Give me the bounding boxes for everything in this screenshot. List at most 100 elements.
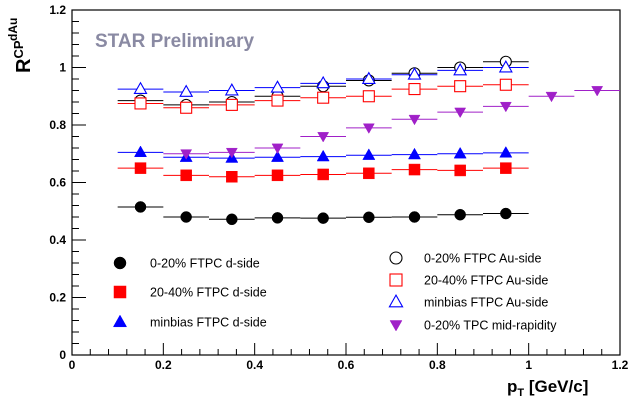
legend-marker: [113, 285, 127, 299]
data-point: [408, 147, 421, 160]
data-point: [407, 67, 422, 80]
legend-marker: [388, 293, 404, 308]
x-axis-title-sub: T: [517, 387, 524, 398]
series-4: [117, 78, 529, 114]
legend-label: 20-40% FTPC Au-side: [424, 274, 548, 288]
data-point: [225, 98, 238, 111]
data-point: [499, 146, 513, 158]
legend-entry: minbias FTPC Au-side: [388, 293, 548, 310]
data-point: [499, 101, 512, 113]
data-point: [271, 143, 284, 155]
data-point: [225, 147, 238, 159]
x-axis-title-main: p: [507, 377, 517, 396]
x-axis-title-rest: [GeV/c]: [524, 377, 588, 396]
series-5: [117, 60, 529, 97]
y-axis-title: RCP: [11, 40, 35, 73]
watermark-text: STAR Preliminary: [95, 31, 255, 52]
x-axis-title: pT [GeV/c]: [507, 377, 588, 398]
data-point: [226, 213, 238, 226]
y-axis-title-sub: CP: [11, 40, 26, 58]
y-tick-label: 0: [59, 348, 66, 362]
series-1: [117, 162, 529, 183]
y-tick-label: 1.2: [49, 3, 66, 17]
y-axis-title-main: R: [13, 58, 35, 73]
data-point: [454, 164, 466, 177]
data-point: [453, 146, 467, 159]
data-point: [271, 150, 284, 162]
legend-label: 0-20% FTPC d-side: [150, 257, 260, 271]
legend-label: 0-20% FTPC Au-side: [424, 252, 541, 266]
data-point: [317, 132, 330, 143]
legend-label: 20-40% FTPC d-side: [150, 286, 267, 300]
data-point: [271, 212, 284, 224]
x-tick-label: 0.4: [246, 358, 263, 372]
data-point: [317, 212, 329, 224]
x-tick-label: 0.6: [338, 358, 355, 372]
y-tick-label: 0.8: [49, 118, 66, 132]
legend-label: minbias FTPC d-side: [150, 316, 267, 330]
y-tick-label: 0.2: [49, 291, 66, 305]
y-tick-label: 0.6: [49, 176, 66, 190]
data-point: [180, 149, 193, 160]
data-point: [316, 149, 330, 162]
data-point: [270, 80, 285, 93]
data-point: [362, 123, 375, 134]
data-point: [545, 91, 558, 103]
data-point: [134, 162, 147, 174]
x-tick-label: 1.2: [612, 358, 629, 372]
x-tick-label: 0: [69, 358, 76, 372]
data-point: [408, 114, 421, 126]
legend-entry: minbias FTPC d-side: [112, 314, 267, 330]
data-point: [271, 94, 284, 107]
data-point: [499, 78, 512, 91]
data-point: [454, 80, 467, 93]
legend-marker: [113, 256, 127, 270]
x-tick-label: 1: [525, 358, 532, 372]
y-tick-label: 0.4: [49, 233, 66, 247]
legend-marker: [389, 273, 403, 287]
legend-label: minbias FTPC Au-side: [424, 296, 548, 310]
x-tick-label: 0.8: [429, 358, 446, 372]
series-0: [117, 201, 529, 226]
data-point: [363, 211, 375, 224]
legend-marker: [389, 251, 403, 265]
data-point: [179, 84, 194, 97]
y-axis-title-sup: dAu: [6, 18, 20, 41]
data-point: [316, 75, 331, 89]
data-point: [226, 171, 238, 183]
data-point: [180, 169, 192, 182]
data-point: [317, 168, 329, 181]
data-point: [408, 163, 421, 176]
data-point: [454, 208, 466, 221]
legend-marker: [112, 314, 128, 328]
x-tick-label: 0.2: [155, 358, 172, 372]
data-point: [361, 71, 376, 84]
legend-entry: 0-20% FTPC d-side: [113, 256, 260, 271]
data-point: [224, 83, 239, 96]
data-point: [591, 86, 604, 97]
data-point: [408, 211, 421, 223]
legend-entry: 0-20% FTPC Au-side: [389, 251, 541, 266]
series-layer: [117, 55, 620, 226]
legend-label: 0-20% TPC mid-rapidity: [424, 319, 557, 333]
data-point: [180, 101, 193, 114]
data-point: [317, 91, 330, 104]
tick-labels: 0 0.2 0.4 0.6 0.8 1 1.2 0 0.2 0.4 0.6 0.8 1 1.2: [49, 3, 628, 372]
data-point: [134, 97, 147, 110]
y-tick-label: 1: [59, 61, 66, 75]
legend-entry: 20-40% FTPC Au-side: [389, 273, 548, 288]
data-point: [180, 211, 192, 223]
data-point: [500, 207, 512, 220]
legend: 0-20% FTPC d-side 20-40% FTPC d-side minbi…: [112, 251, 557, 333]
data-point: [408, 83, 421, 96]
axes-ticks: [71, 9, 621, 356]
data-point: [134, 201, 147, 213]
series-6: [163, 86, 620, 160]
data-point: [453, 62, 468, 76]
data-point: [362, 90, 375, 103]
legend-entry: 0-20% TPC mid-rapidity: [389, 319, 557, 333]
data-point: [363, 167, 375, 180]
legend-entry: 20-40% FTPC d-side: [113, 285, 267, 300]
